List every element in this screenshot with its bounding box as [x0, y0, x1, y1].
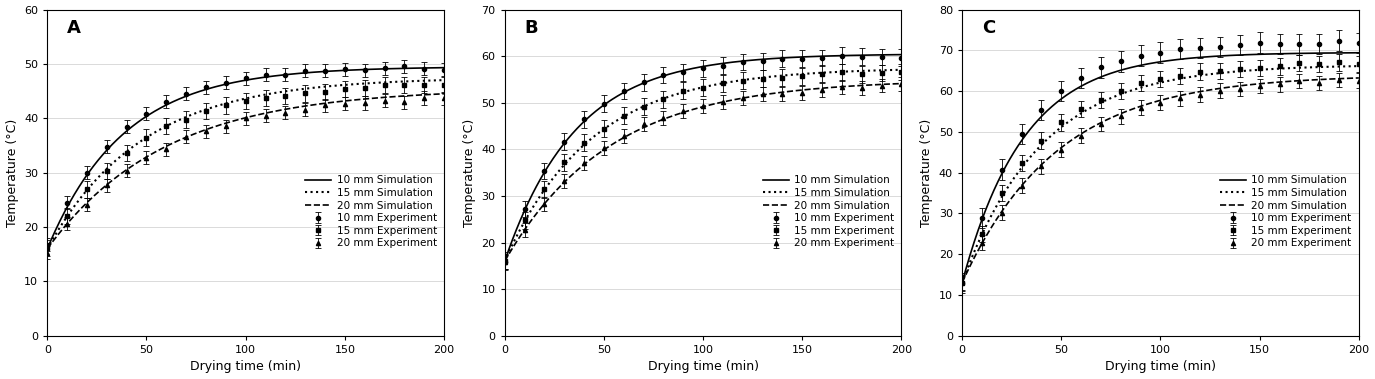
Line: 10 mm Simulation: 10 mm Simulation [505, 55, 902, 261]
15 mm Simulation [230, 98, 246, 103]
10 mm Simulation [496, 259, 513, 263]
20 mm Simulation [1279, 79, 1295, 84]
10 mm Simulation [685, 66, 701, 70]
15 mm Simulation [426, 78, 443, 83]
20 mm Simulation [496, 259, 513, 263]
Line: 15 mm Simulation: 15 mm Simulation [47, 80, 444, 249]
Text: C: C [982, 19, 996, 38]
15 mm Simulation [254, 93, 271, 97]
20 mm Simulation [884, 81, 901, 86]
10 mm Simulation [1144, 61, 1160, 65]
15 mm Simulation [496, 259, 513, 263]
20 mm Simulation [227, 118, 243, 122]
15 mm Simulation [364, 81, 381, 85]
15 mm Simulation [1350, 64, 1367, 68]
10 mm Simulation [426, 66, 443, 70]
Legend: 10 mm Simulation, 15 mm Simulation, 20 mm Simulation, 10 mm Experiment, 15 mm Ex: 10 mm Simulation, 15 mm Simulation, 20 m… [760, 173, 897, 251]
10 mm Simulation [884, 52, 901, 57]
20 mm Simulation [1143, 101, 1159, 105]
20 mm Simulation [711, 100, 727, 105]
10 mm Simulation [227, 80, 243, 85]
10 mm Simulation [364, 67, 381, 72]
10 mm Simulation [1189, 55, 1206, 60]
Line: 15 mm Simulation: 15 mm Simulation [962, 66, 1358, 283]
20 mm Simulation [733, 96, 749, 101]
20 mm Simulation [1341, 76, 1357, 81]
20 mm Simulation [230, 117, 246, 122]
20 mm Simulation [275, 107, 292, 112]
10 mm Simulation [436, 66, 452, 70]
15 mm Simulation [884, 68, 901, 72]
20 mm Simulation [1189, 89, 1206, 94]
10 mm Simulation [954, 280, 971, 285]
X-axis label: Drying time (min): Drying time (min) [648, 360, 759, 373]
15 mm Simulation [1279, 66, 1295, 70]
10 mm Simulation [1279, 51, 1295, 56]
Legend: 10 mm Simulation, 15 mm Simulation, 20 mm Simulation, 10 mm Experiment, 15 mm Ex: 10 mm Simulation, 15 mm Simulation, 20 m… [304, 173, 439, 251]
20 mm Simulation [436, 91, 452, 96]
20 mm Simulation [426, 92, 443, 97]
15 mm Simulation [1341, 64, 1357, 69]
15 mm Simulation [275, 89, 292, 94]
20 mm Simulation [688, 106, 704, 111]
15 mm Simulation [954, 280, 971, 285]
15 mm Simulation [1169, 77, 1185, 81]
20 mm Simulation [894, 81, 910, 86]
Line: 20 mm Simulation: 20 mm Simulation [962, 78, 1358, 283]
20 mm Simulation [685, 107, 701, 112]
15 mm Simulation [1143, 83, 1159, 87]
15 mm Simulation [822, 70, 839, 75]
Legend: 10 mm Simulation, 15 mm Simulation, 20 mm Simulation, 10 mm Experiment, 15 mm Ex: 10 mm Simulation, 15 mm Simulation, 20 m… [1218, 173, 1353, 251]
20 mm Simulation [1144, 100, 1160, 105]
10 mm Simulation [38, 247, 55, 251]
10 mm Simulation [1169, 57, 1185, 62]
Line: 10 mm Simulation: 10 mm Simulation [47, 68, 444, 249]
15 mm Simulation [711, 81, 727, 86]
10 mm Simulation [230, 79, 246, 84]
10 mm Simulation [822, 54, 839, 58]
20 mm Simulation [254, 112, 271, 116]
Text: A: A [67, 19, 81, 38]
10 mm Simulation [275, 73, 292, 77]
10 mm Simulation [711, 62, 727, 66]
15 mm Simulation [894, 67, 910, 72]
15 mm Simulation [685, 87, 701, 92]
Line: 10 mm Simulation: 10 mm Simulation [962, 53, 1358, 283]
10 mm Simulation [688, 66, 704, 70]
10 mm Simulation [1143, 61, 1159, 66]
Line: 20 mm Simulation: 20 mm Simulation [47, 94, 444, 249]
20 mm Simulation [954, 280, 971, 285]
Y-axis label: Temperature (°C): Temperature (°C) [463, 119, 476, 227]
15 mm Simulation [733, 78, 749, 83]
15 mm Simulation [1144, 82, 1160, 86]
X-axis label: Drying time (min): Drying time (min) [1106, 360, 1216, 373]
20 mm Simulation [364, 96, 381, 100]
15 mm Simulation [436, 78, 452, 82]
X-axis label: Drying time (min): Drying time (min) [190, 360, 301, 373]
Line: 15 mm Simulation: 15 mm Simulation [505, 70, 902, 261]
20 mm Simulation [1350, 76, 1367, 80]
Y-axis label: Temperature (°C): Temperature (°C) [6, 119, 18, 227]
10 mm Simulation [894, 52, 910, 57]
15 mm Simulation [38, 247, 55, 251]
10 mm Simulation [1341, 50, 1357, 55]
Line: 20 mm Simulation: 20 mm Simulation [505, 83, 902, 261]
15 mm Simulation [688, 87, 704, 91]
20 mm Simulation [822, 85, 839, 90]
Text: B: B [524, 19, 538, 38]
15 mm Simulation [1189, 74, 1206, 78]
10 mm Simulation [1350, 50, 1367, 55]
10 mm Simulation [254, 75, 271, 80]
15 mm Simulation [227, 99, 243, 103]
10 mm Simulation [733, 59, 749, 64]
Y-axis label: Temperature (°C): Temperature (°C) [920, 119, 934, 227]
20 mm Simulation [38, 247, 55, 251]
20 mm Simulation [1169, 94, 1185, 99]
